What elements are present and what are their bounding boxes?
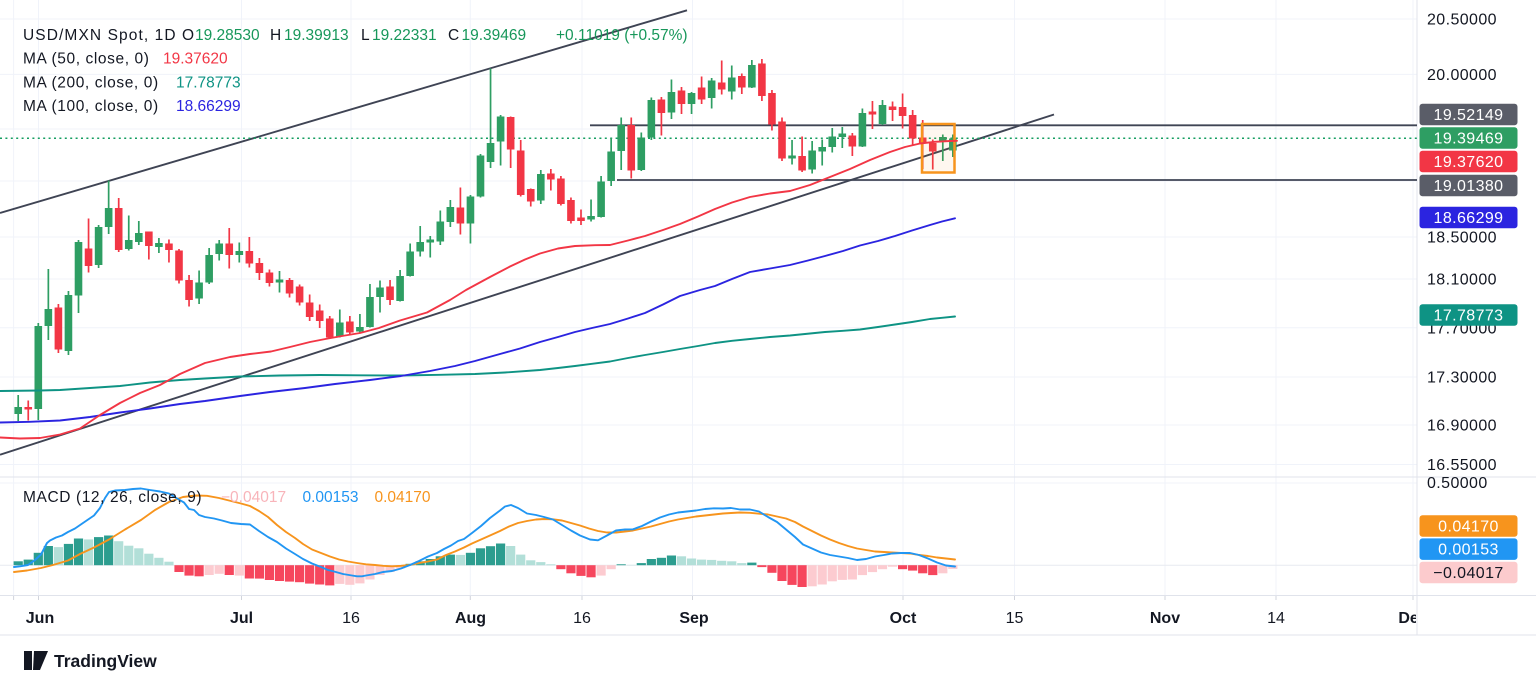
svg-text:L: L (361, 27, 370, 44)
svg-text:19.39469: 19.39469 (462, 27, 527, 44)
svg-text:19.52149: 19.52149 (1434, 107, 1504, 124)
svg-text:Jun: Jun (26, 610, 54, 627)
svg-text:USD/MXN Spot, 1D: USD/MXN Spot, 1D (23, 27, 177, 44)
svg-text:19.37620: 19.37620 (1434, 154, 1504, 171)
svg-text:TradingView: TradingView (54, 651, 157, 671)
svg-text:H: H (270, 27, 281, 44)
svg-text:−0.04017: −0.04017 (221, 489, 286, 506)
svg-text:20.00000: 20.00000 (1427, 67, 1497, 84)
svg-text:18.50000: 18.50000 (1427, 230, 1497, 247)
svg-text:17.78773: 17.78773 (176, 74, 241, 91)
svg-text:19.39469: 19.39469 (1434, 131, 1504, 148)
svg-text:0.04170: 0.04170 (375, 489, 431, 506)
svg-text:17.30000: 17.30000 (1427, 370, 1497, 387)
svg-text:19.01380: 19.01380 (1434, 178, 1504, 195)
svg-text:−0.04017: −0.04017 (1433, 565, 1503, 582)
svg-text:0.04170: 0.04170 (1438, 519, 1499, 536)
svg-text:20.50000: 20.50000 (1427, 12, 1497, 29)
svg-text:MA (200, close, 0): MA (200, close, 0) (23, 74, 159, 91)
svg-text:19.28530: 19.28530 (195, 27, 260, 44)
svg-text:O: O (182, 27, 194, 44)
svg-text:MACD (12, 26, close, 9): MACD (12, 26, close, 9) (23, 489, 202, 506)
svg-text:18.66299: 18.66299 (1434, 210, 1504, 227)
svg-text:0.50000: 0.50000 (1427, 475, 1488, 492)
svg-text:Aug: Aug (455, 610, 486, 627)
svg-text:16: 16 (342, 610, 360, 627)
svg-text:18.66299: 18.66299 (176, 98, 241, 115)
svg-text:MA (100, close, 0): MA (100, close, 0) (23, 98, 159, 115)
svg-text:19.37620: 19.37620 (163, 51, 228, 68)
svg-text:17.78773: 17.78773 (1434, 308, 1504, 325)
svg-text:15: 15 (1006, 610, 1024, 627)
svg-text:14: 14 (1267, 610, 1285, 627)
svg-text:0.00153: 0.00153 (303, 489, 359, 506)
svg-text:Sep: Sep (679, 610, 709, 627)
svg-text:+0.11019 (+0.57%): +0.11019 (+0.57%) (556, 27, 688, 44)
svg-text:0.00153: 0.00153 (1438, 542, 1499, 559)
svg-text:MA (50, close, 0): MA (50, close, 0) (23, 51, 150, 68)
svg-text:Oct: Oct (890, 610, 917, 627)
svg-text:16: 16 (573, 610, 591, 627)
svg-text:C: C (448, 27, 459, 44)
svg-text:19.39913: 19.39913 (284, 27, 349, 44)
svg-text:Jul: Jul (230, 610, 253, 627)
svg-text:18.10000: 18.10000 (1427, 272, 1497, 289)
svg-text:16.90000: 16.90000 (1427, 418, 1497, 435)
svg-text:Nov: Nov (1150, 610, 1180, 627)
svg-text:19.22331: 19.22331 (372, 27, 437, 44)
svg-text:16.55000: 16.55000 (1427, 457, 1497, 474)
